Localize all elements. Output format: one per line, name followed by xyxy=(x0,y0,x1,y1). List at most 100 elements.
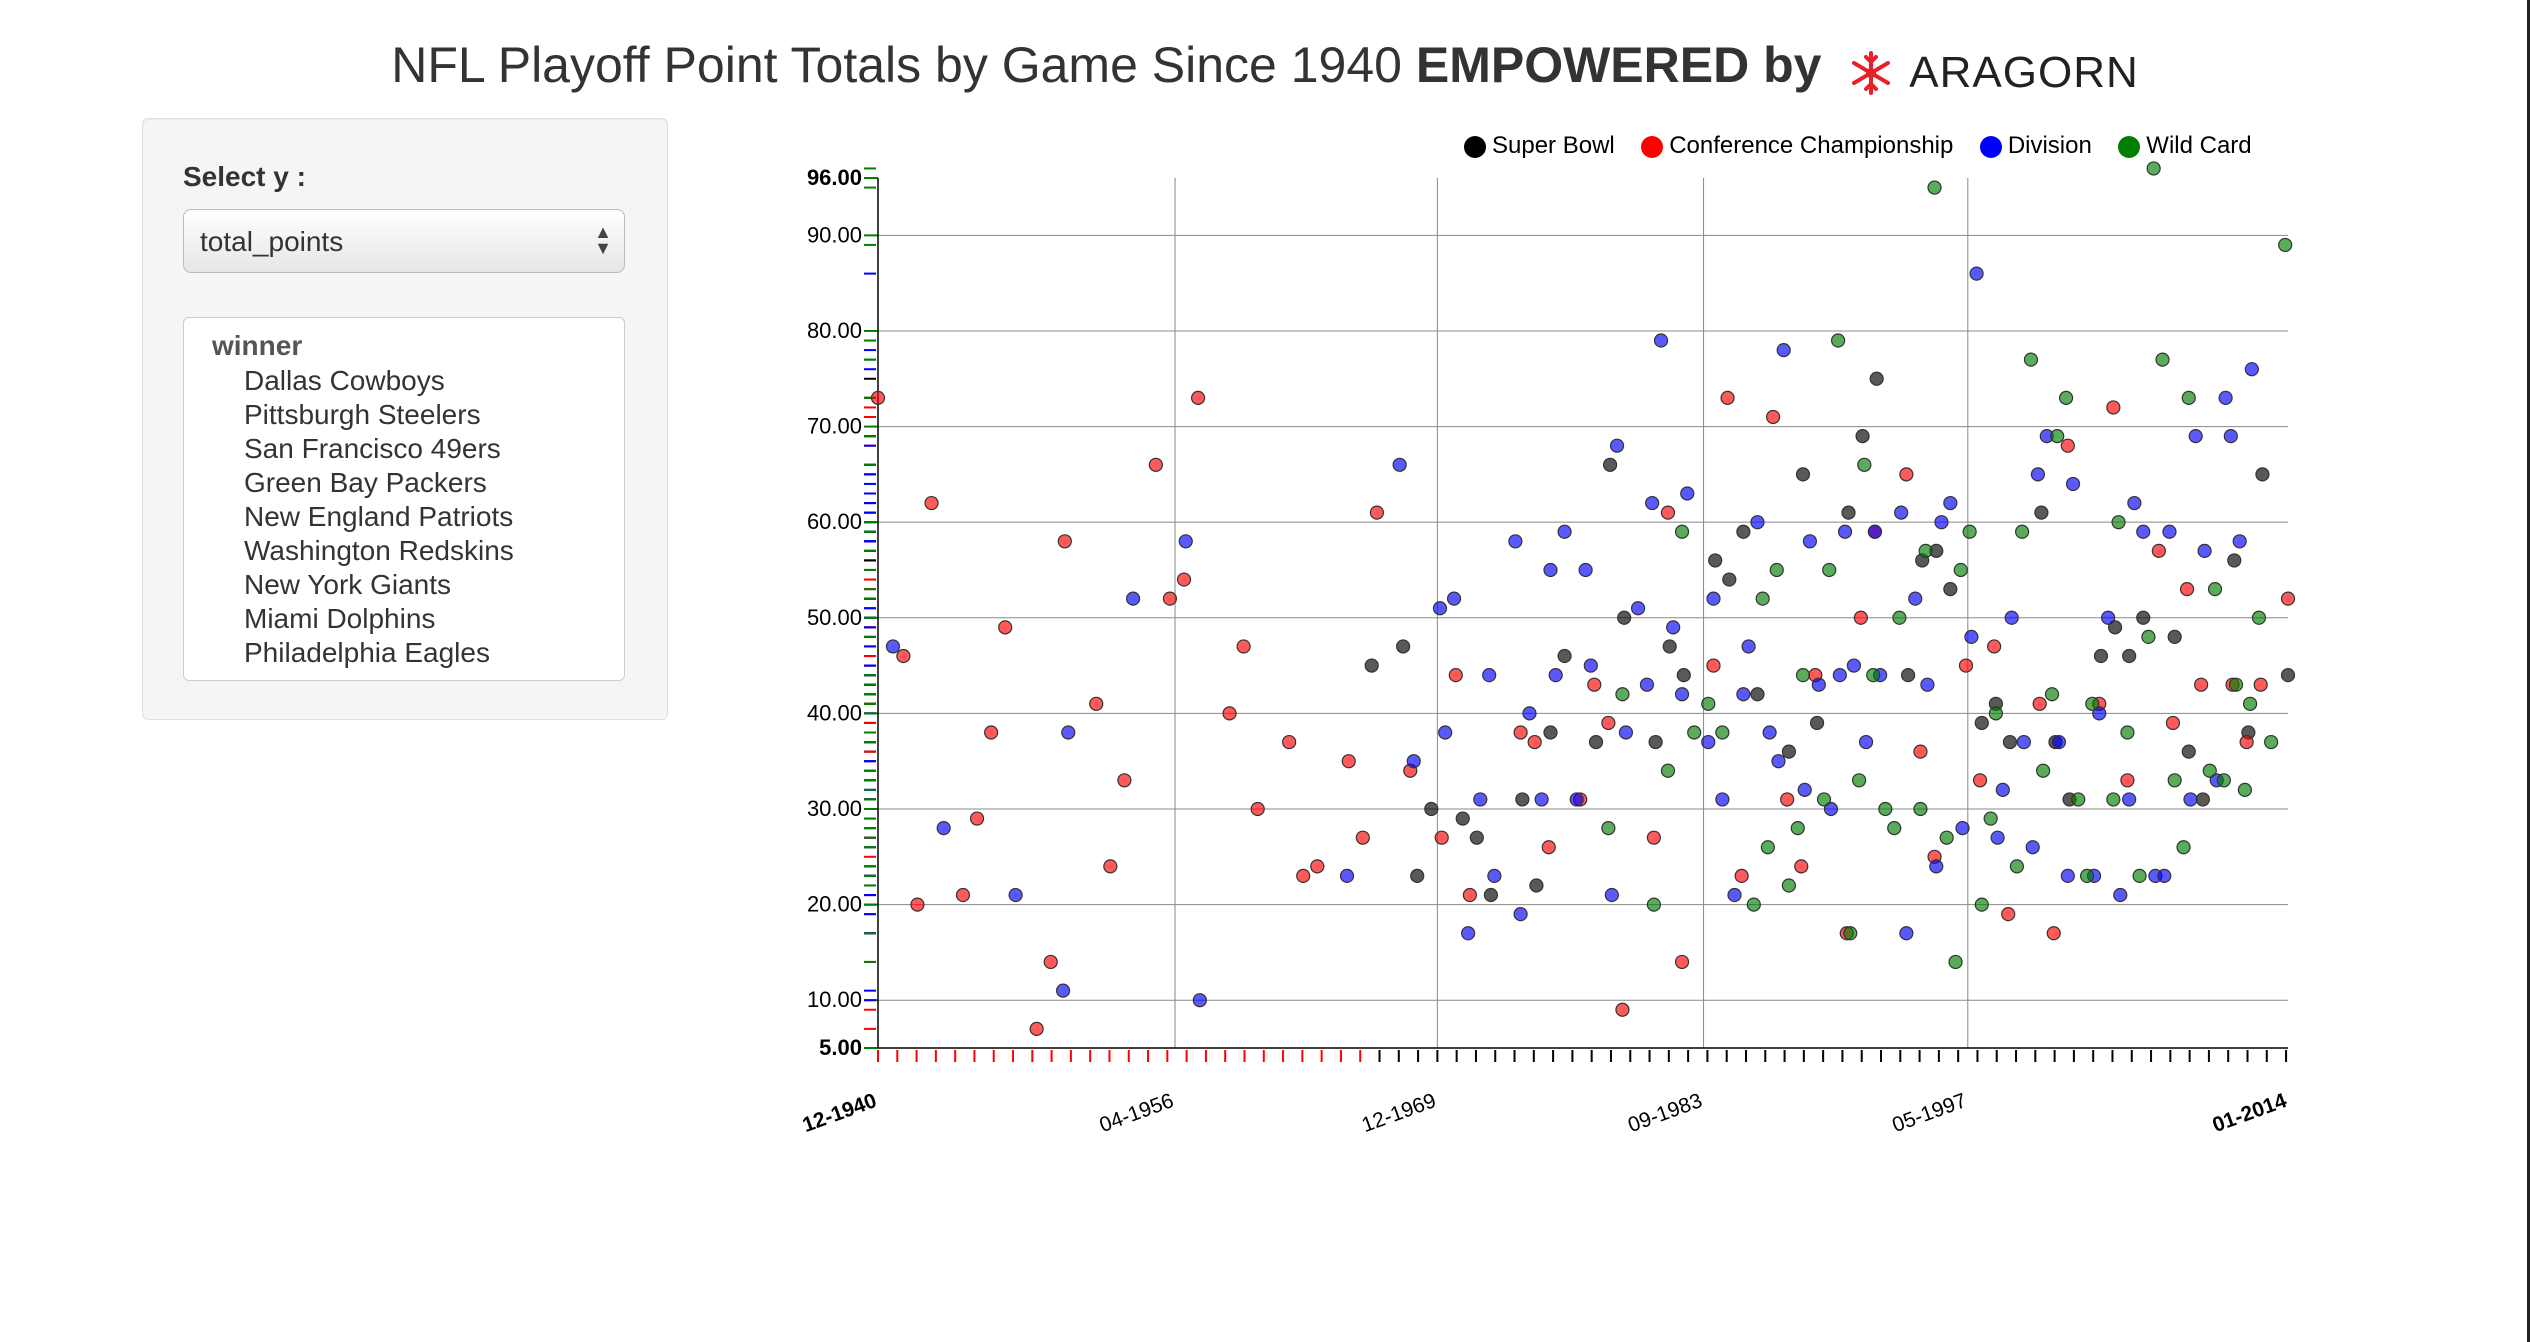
control-panel: Select y : total_points ▲ ▼ winner Dallas… xyxy=(142,118,668,720)
legend-dot xyxy=(2118,135,2141,158)
data-point xyxy=(910,897,925,912)
data-point xyxy=(2120,725,2135,740)
data-point xyxy=(2015,524,2030,539)
data-point xyxy=(2183,792,2198,807)
data-point xyxy=(1858,734,1874,750)
listbox-option[interactable]: Washington Redskins xyxy=(244,535,514,566)
data-point xyxy=(1617,610,1632,625)
data-point xyxy=(1776,342,1791,358)
data-point xyxy=(1734,868,1749,884)
data-point xyxy=(1548,668,1563,683)
data-point xyxy=(1953,562,1968,578)
data-point xyxy=(1588,734,1604,750)
listbox-option[interactable]: Pittsburgh Steelers xyxy=(244,399,481,430)
data-point xyxy=(1823,801,1839,817)
data-point xyxy=(2232,534,2247,549)
data-point xyxy=(1955,821,1970,836)
listbox-option[interactable]: Green Bay Packers xyxy=(244,467,487,498)
data-point xyxy=(2216,773,2231,788)
data-point xyxy=(2025,840,2040,855)
data-point xyxy=(2195,792,2210,807)
data-point xyxy=(1708,553,1723,568)
y-tick-label: 20.00 xyxy=(807,892,862,917)
listbox-option[interactable]: Philadelphia Eagles xyxy=(244,637,490,668)
legend-item-wild-card[interactable]: Wild Card xyxy=(2118,132,2252,160)
data-point xyxy=(1878,801,1893,817)
data-point xyxy=(1513,725,1528,740)
data-point xyxy=(2065,476,2081,492)
data-point xyxy=(924,495,939,511)
data-point xyxy=(2202,763,2217,778)
data-point xyxy=(1222,706,1237,721)
data-point xyxy=(1765,409,1781,425)
data-point xyxy=(1972,773,1988,788)
data-point xyxy=(2237,782,2252,797)
data-point xyxy=(1250,801,1265,817)
data-point xyxy=(1176,572,1192,587)
data-point xyxy=(1727,887,1742,903)
data-point xyxy=(1830,333,1846,348)
winner-listbox[interactable]: winner Dallas Cowboys Pittsburgh Steeler… xyxy=(183,317,625,681)
legend-item-division[interactable]: Division xyxy=(1979,132,2092,160)
data-point xyxy=(1795,668,1811,683)
data-point xyxy=(2167,773,2182,788)
data-point xyxy=(2106,792,2121,807)
data-point xyxy=(1462,887,1477,903)
data-point xyxy=(2181,744,2196,759)
data-point xyxy=(1722,572,1737,587)
legend-item-super-bowl[interactable]: Super Bowl xyxy=(1464,132,1615,160)
data-point xyxy=(2009,859,2024,874)
data-point xyxy=(1974,897,1989,912)
legend-item-conference[interactable]: Conference Championship xyxy=(1641,132,1953,160)
data-point xyxy=(1918,543,1933,558)
data-point xyxy=(1587,677,1602,692)
data-point xyxy=(998,620,1013,635)
y-tick-label: 60.00 xyxy=(807,509,862,534)
data-point xyxy=(1117,773,1132,788)
data-point xyxy=(1988,706,2003,721)
title-empowered: EMPOWERED by xyxy=(1415,37,1822,93)
data-point xyxy=(1853,610,1868,625)
data-point xyxy=(1869,371,1884,386)
data-point xyxy=(969,811,985,826)
data-point xyxy=(2106,400,2121,415)
select-y-dropdown[interactable]: total_points ▲ ▼ xyxy=(183,209,625,273)
data-point xyxy=(1750,515,1765,530)
data-point xyxy=(2157,868,2172,884)
x-tick-label: 09-1983 xyxy=(1625,1089,1705,1137)
y-tick-label: 96.00 xyxy=(807,165,862,190)
data-point xyxy=(1543,725,1558,740)
data-point xyxy=(1701,696,1716,711)
legend-label: Division xyxy=(2007,132,2092,159)
listbox-option[interactable]: New England Patriots xyxy=(244,501,514,532)
data-point xyxy=(1424,801,1439,817)
data-point xyxy=(2034,505,2049,520)
data-point xyxy=(2155,352,2170,367)
listbox-option[interactable]: San Francisco 49ers xyxy=(244,433,501,464)
data-point xyxy=(1943,495,1958,511)
data-point xyxy=(1750,687,1765,702)
data-point xyxy=(2136,524,2151,539)
data-point xyxy=(1948,954,1963,970)
data-point xyxy=(1192,993,1207,1008)
data-point xyxy=(1939,830,1954,845)
listbox-option[interactable]: Dallas Cowboys xyxy=(244,365,445,396)
data-point xyxy=(1282,734,1297,750)
data-point xyxy=(2101,610,2116,625)
data-point xyxy=(1461,926,1476,941)
data-point xyxy=(1887,821,1902,836)
select-y-value: total_points xyxy=(200,226,344,257)
data-point xyxy=(2280,668,2296,683)
data-point xyxy=(1630,601,1646,616)
page-title: NFL Playoff Point Totals by Game Since 1… xyxy=(0,36,2530,98)
data-point xyxy=(1469,830,1484,845)
data-point xyxy=(1913,744,1928,759)
y-tick-label: 90.00 xyxy=(807,222,862,247)
data-point xyxy=(1310,859,1325,874)
listbox-option[interactable]: New York Giants xyxy=(244,569,451,600)
data-point xyxy=(2255,467,2270,482)
data-point xyxy=(2046,926,2061,941)
y-tick-label: 5.00 xyxy=(819,1035,862,1060)
listbox-option[interactable]: Miami Dolphins xyxy=(244,603,436,634)
